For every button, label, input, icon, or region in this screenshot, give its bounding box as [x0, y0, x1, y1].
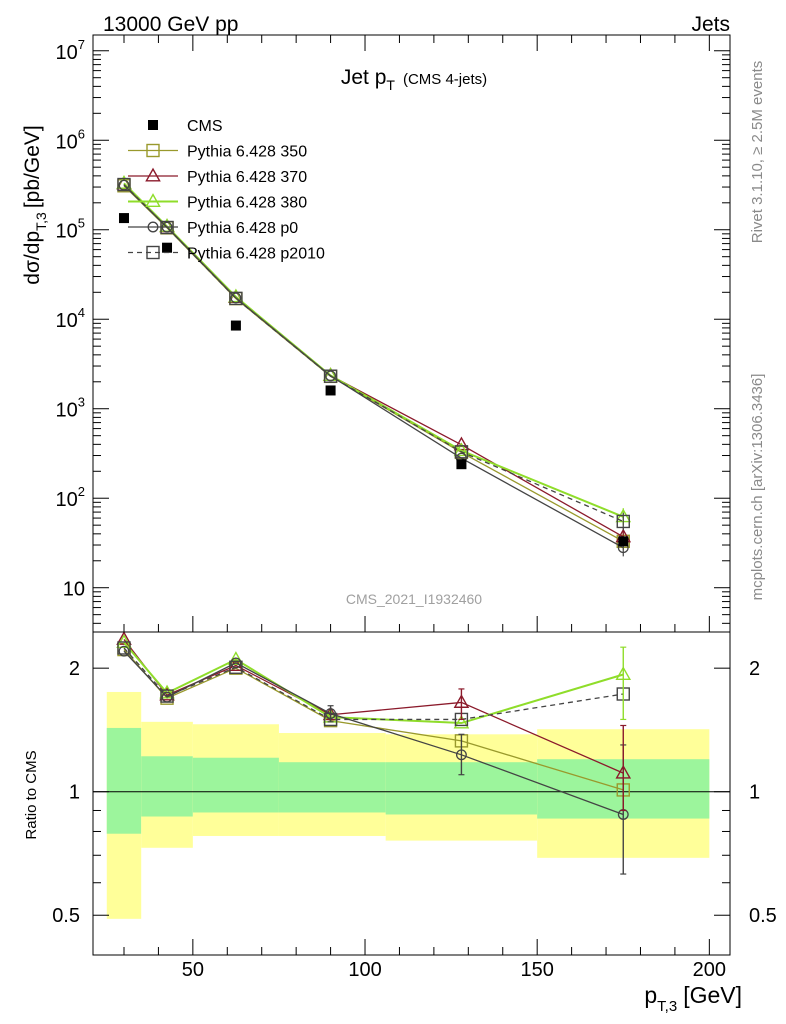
x-tick-label: 200 [693, 959, 726, 981]
y-axis-label-unit: [pb/GeV] [21, 125, 44, 208]
series-line [123, 185, 624, 542]
uncertainty-bands [93, 691, 730, 919]
plot-title-sub: T [386, 77, 395, 93]
series-point [454, 445, 469, 459]
ratio-marks [116, 631, 632, 875]
ratio-panel: 0.5 0.5 1 1 2 2 [52, 631, 777, 956]
legend-marker [146, 245, 160, 260]
series-point [323, 369, 338, 383]
data-point [230, 320, 241, 331]
ratio-y-tick-label: 1 [69, 782, 80, 804]
ratio-frame [92, 631, 731, 956]
legend-label: CMS [187, 118, 223, 135]
y-axis-label-prefix: dσ/dp [21, 231, 44, 285]
main-y-tick-label: 106 [56, 126, 85, 153]
main-y-tick-label: 102 [56, 484, 85, 511]
series-line [123, 184, 624, 523]
main-x-ticks: 50 100 150 200 [123, 35, 726, 981]
main-y-tick-label: 107 [56, 37, 85, 64]
main-y-tick-label: 10 [63, 579, 85, 601]
legend-marker [146, 143, 160, 158]
uncertainty-band-inner [106, 727, 142, 834]
legend-marker [147, 221, 159, 233]
legend-label: Pythia 6.428 370 [187, 169, 307, 186]
ratio-y-tick-label: 0.5 [749, 905, 777, 927]
series-point [325, 370, 337, 382]
main-y-tick-label: 105 [56, 216, 85, 243]
ratio-point [229, 660, 243, 674]
legend-label: Pythia 6.428 380 [187, 195, 307, 212]
x-tick-label: 50 [182, 959, 204, 981]
x-axis-label-sub: T,3 [657, 998, 677, 1015]
x-axis-label-unit: [GeV] [683, 982, 742, 1008]
ratio-y-tick-label: 2 [69, 658, 80, 680]
legend-label: Pythia 6.428 p2010 [187, 246, 325, 263]
ratio-point [117, 641, 131, 655]
series-point [230, 292, 242, 304]
ratio-point [118, 645, 130, 657]
series-point [453, 442, 470, 457]
ratio-line [123, 647, 624, 721]
mcplots-credit-label: mcplots.cern.ch [arXiv:1306.3436] [749, 374, 766, 601]
y-axis-label: dσ/dpT,3 [pb/GeV] [21, 125, 49, 284]
legend-marker [145, 167, 161, 182]
legend-label: Pythia 6.428 350 [187, 144, 307, 161]
ratio-point [453, 714, 470, 729]
ratio-y-tick-label: 1 [749, 782, 760, 804]
x-axis-label: pT,3 [GeV] [644, 982, 742, 1015]
series-point [229, 291, 243, 306]
plot-title-note: (CMS 4-jets) [403, 71, 487, 88]
series-point [117, 177, 131, 192]
legend: CMS Pythia 6.428 350 Pythia 6.428 370 Pythi… [128, 118, 325, 263]
main-marks [116, 175, 632, 557]
plot-title-main: Jet p [341, 66, 387, 89]
uncertainty-band-inner [141, 756, 193, 817]
main-y-tick-label: 104 [56, 305, 85, 332]
legend-marker [145, 193, 161, 208]
ratio-point [116, 631, 132, 645]
series-line [123, 184, 624, 549]
data-point [456, 459, 467, 470]
ratio-y-tick-label: 0.5 [52, 905, 80, 927]
legend-label: Pythia 6.428 p0 [187, 220, 298, 237]
x-tick-label: 100 [348, 959, 381, 981]
ratio-y-axis-label: Ratio to CMS [23, 750, 40, 839]
header-category: Jets [691, 13, 730, 36]
plot-title: Jet pT (CMS 4-jets) [341, 66, 487, 93]
series-point [159, 218, 175, 232]
uncertainty-band-inner [192, 757, 279, 813]
data-point [618, 536, 629, 547]
data-point [325, 385, 336, 396]
data-point [118, 213, 129, 224]
x-axis-label-main: p [644, 982, 657, 1008]
ratio-line [123, 650, 624, 816]
y-axis-label-sub: T,3 [33, 212, 49, 231]
uncertainty-band-inner [278, 762, 386, 813]
data-point [162, 242, 173, 253]
main-y-ticks: 10 102 103 104 105 106 107 [56, 37, 730, 624]
rivet-version-label: Rivet 3.1.10, ≥ 2.5M events [749, 61, 766, 244]
ratio-point [228, 651, 244, 665]
ratio-point [160, 689, 174, 703]
main-panel: 10 102 103 104 105 106 107 50 100 150 200 Jet pT (… [56, 34, 731, 981]
x-tick-label: 150 [520, 959, 553, 981]
legend-marker [148, 120, 158, 130]
main-y-tick-label: 103 [56, 395, 85, 422]
analysis-watermark: CMS_2021_I1932460 [346, 591, 482, 607]
ratio-ticks: 0.5 0.5 1 1 2 2 [52, 658, 777, 927]
ratio-y-tick-label: 2 [749, 658, 760, 680]
header-process: 13000 GeV pp [103, 13, 238, 36]
